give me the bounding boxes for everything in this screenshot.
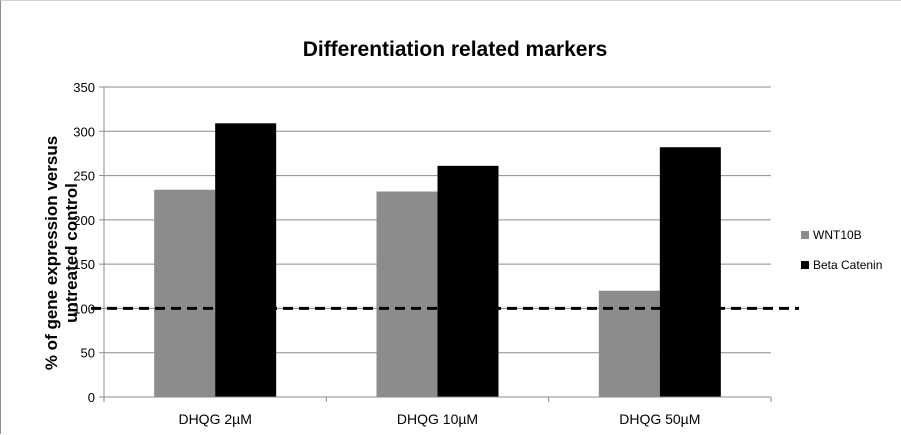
bar-beta-catenin [215, 123, 277, 398]
legend-label: Beta Catenin [813, 258, 882, 272]
y-tick-label: 50 [81, 346, 95, 361]
bar-beta-catenin [659, 147, 721, 397]
x-tick-labels: DHQG 2µM DHQG 10µM DHQG 50µM [178, 411, 700, 427]
y-tick-label: 250 [73, 169, 95, 184]
chart-title: Differentiation related markers [303, 38, 608, 61]
y-tick-label: 200 [73, 213, 95, 228]
bar-beta-catenin [437, 165, 499, 397]
x-tick-label: DHQG 50µM [619, 411, 700, 427]
bar-wnt10b [598, 290, 660, 397]
axes [99, 86, 772, 402]
y-tick-labels: 0 50 100 150 200 250 300 350 [73, 80, 95, 405]
bar-wnt10b [154, 189, 216, 397]
legend-label: WNT10B [813, 228, 862, 242]
y-tick-label: 350 [73, 80, 95, 95]
legend-swatch [801, 261, 809, 269]
bar-wnt10b [376, 191, 438, 397]
y-tick-label: 150 [73, 257, 95, 272]
x-tick-label: DHQG 2µM [178, 411, 251, 427]
legend: WNT10B Beta Catenin [801, 228, 882, 272]
y-tick-label: 100 [73, 301, 95, 316]
y-axis-label-line: untreated control [62, 183, 81, 323]
y-tick-label: 300 [73, 124, 95, 139]
legend-swatch [801, 231, 809, 239]
bars [154, 123, 721, 398]
y-tick-label: 0 [88, 390, 95, 405]
y-axis-label: % of gene expression versus untreated con… [42, 136, 81, 370]
y-axis-label-line: % of gene expression versus [42, 136, 61, 370]
x-tick-label: DHQG 10µM [397, 411, 478, 427]
